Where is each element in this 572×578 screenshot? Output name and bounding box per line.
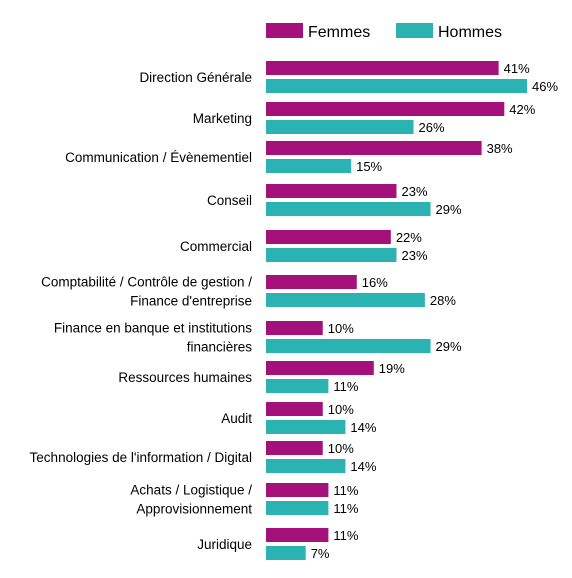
bar-femmes bbox=[266, 483, 329, 497]
category-label: Achats / Logistique / bbox=[130, 483, 252, 498]
data-label-hommes: 29% bbox=[436, 339, 462, 354]
bar-femmes bbox=[266, 321, 323, 335]
data-label-hommes: 14% bbox=[350, 420, 376, 435]
data-label-hommes: 11% bbox=[333, 501, 358, 516]
category-label: Finance d'entreprise bbox=[130, 294, 252, 309]
data-label-hommes: 23% bbox=[402, 248, 428, 263]
bar-hommes bbox=[266, 159, 352, 173]
bar-hommes bbox=[266, 120, 414, 134]
category-label: Ressources humaines bbox=[118, 370, 252, 385]
data-label-hommes: 14% bbox=[350, 459, 376, 474]
bar-hommes bbox=[266, 202, 431, 216]
category-label: Marketing bbox=[193, 111, 252, 126]
bar-femmes bbox=[266, 361, 374, 375]
data-label-femmes: 11% bbox=[333, 528, 358, 543]
data-label-femmes: 38% bbox=[487, 141, 513, 156]
legend-label-hommes: Hommes bbox=[438, 24, 502, 41]
bar-hommes bbox=[266, 339, 431, 353]
data-label-femmes: 42% bbox=[509, 102, 535, 117]
data-label-femmes: 10% bbox=[328, 321, 354, 336]
data-label-hommes: 15% bbox=[356, 159, 382, 174]
bar-femmes bbox=[266, 230, 391, 244]
bar-hommes bbox=[266, 293, 425, 307]
data-label-femmes: 19% bbox=[379, 361, 405, 376]
data-label-femmes: 22% bbox=[396, 230, 422, 245]
category-label: Commercial bbox=[180, 239, 252, 254]
legend-swatch-femmes bbox=[266, 23, 303, 38]
data-label-hommes: 28% bbox=[430, 293, 456, 308]
category-label: financières bbox=[187, 340, 253, 355]
data-label-femmes: 41% bbox=[504, 61, 530, 76]
data-label-hommes: 26% bbox=[419, 120, 445, 135]
category-label: Direction Générale bbox=[139, 70, 252, 85]
data-label-hommes: 29% bbox=[436, 202, 462, 217]
bar-femmes bbox=[266, 184, 397, 198]
data-label-femmes: 23% bbox=[402, 184, 428, 199]
data-label-hommes: 46% bbox=[532, 79, 558, 94]
bar-femmes bbox=[266, 528, 329, 542]
data-label-femmes: 10% bbox=[328, 402, 354, 417]
category-label: Technologies de l'information / Digital bbox=[30, 450, 252, 465]
category-label: Conseil bbox=[207, 193, 252, 208]
bar-hommes bbox=[266, 459, 346, 473]
bar-hommes bbox=[266, 546, 306, 560]
data-label-femmes: 11% bbox=[333, 483, 358, 498]
category-label: Audit bbox=[221, 411, 252, 426]
bar-hommes bbox=[266, 248, 397, 262]
bar-hommes bbox=[266, 501, 329, 515]
legend-label-femmes: Femmes bbox=[308, 24, 370, 41]
category-label: Finance en banque et institutions bbox=[54, 321, 252, 336]
category-label: Comptabilité / Contrôle de gestion / bbox=[41, 275, 252, 290]
category-label: Communication / Évènementiel bbox=[65, 150, 252, 165]
bar-hommes bbox=[266, 420, 346, 434]
bar-femmes bbox=[266, 402, 323, 416]
bar-femmes bbox=[266, 441, 323, 455]
category-label: Approvisionnement bbox=[136, 502, 252, 517]
data-label-hommes: 7% bbox=[311, 546, 330, 561]
data-label-hommes: 11% bbox=[333, 379, 358, 394]
bar-femmes bbox=[266, 102, 505, 116]
data-label-femmes: 16% bbox=[362, 275, 388, 290]
legend-swatch-hommes bbox=[396, 23, 433, 38]
category-label: Juridique bbox=[197, 537, 252, 552]
data-label-femmes: 10% bbox=[328, 441, 354, 456]
bar-femmes bbox=[266, 141, 482, 155]
bar-hommes bbox=[266, 79, 527, 93]
bar-hommes bbox=[266, 379, 329, 393]
bar-femmes bbox=[266, 61, 499, 75]
bar-femmes bbox=[266, 275, 357, 289]
